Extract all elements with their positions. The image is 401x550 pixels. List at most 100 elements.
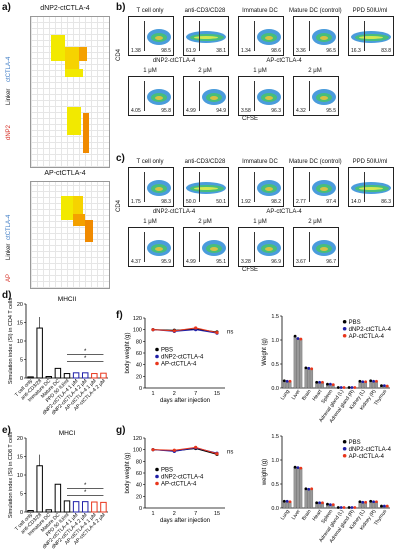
bar — [27, 510, 34, 513]
bar-marker — [288, 500, 292, 504]
legend-label: PBS — [161, 348, 173, 354]
y-axis-label: body weight (g) — [125, 332, 131, 373]
flow-density — [265, 247, 273, 251]
bar-marker — [293, 334, 297, 338]
bar-marker — [375, 379, 378, 383]
bar-marker — [342, 386, 346, 389]
flow-right-value: 38.1 — [216, 48, 226, 54]
flow-gate — [309, 81, 310, 111]
flow-right-value: 98.5 — [161, 48, 171, 54]
bar-marker — [299, 337, 303, 341]
bar-marker — [385, 384, 389, 388]
bar — [293, 467, 297, 509]
legend-marker — [342, 333, 347, 338]
y-tick-label: 100 — [133, 448, 142, 454]
bar — [91, 373, 98, 379]
legend-label: dNP2-ctCTLA-4 — [349, 447, 392, 453]
legend-marker — [342, 439, 347, 444]
bar-marker — [285, 379, 289, 383]
flow-gate — [309, 232, 310, 262]
x-tick-label: 1 — [151, 511, 154, 517]
flow-plot-title: Immature DC — [242, 8, 278, 14]
y-tick-label: 100 — [133, 328, 142, 334]
flow-gate — [199, 172, 200, 202]
flow-density — [359, 187, 383, 190]
flow-right-value: 98.3 — [161, 199, 171, 205]
y-axis-label: weight (g) — [262, 459, 268, 486]
significance-star: * — [84, 483, 87, 489]
flow-x-label: CFSE — [241, 116, 258, 122]
y-tick-label: 20 — [17, 436, 23, 442]
flow-plot-title: anti-CD3/CD28 — [184, 159, 226, 165]
flow-gate — [254, 81, 255, 111]
flow-density — [265, 187, 273, 191]
bar-marker — [326, 502, 329, 506]
flow-density — [194, 187, 218, 190]
legend-label: AP-ctCTLA-4 — [349, 454, 385, 460]
flow-right-value: 95.5 — [326, 108, 336, 114]
bar-marker — [336, 506, 340, 509]
bar-marker — [380, 504, 383, 508]
bar-marker — [358, 500, 362, 504]
flow-right-value: 96.5 — [326, 48, 336, 54]
flow-plot: 3.67 96.7 — [293, 227, 339, 267]
flow-right-value: 96.7 — [326, 259, 336, 265]
bar-marker — [296, 337, 300, 340]
flow-plot-title: 2 μM — [308, 219, 322, 225]
bar-marker — [364, 380, 368, 384]
flow-left-value: 3.36 — [296, 48, 306, 54]
flow-plot-title: PPD 50IU/ml — [352, 8, 388, 14]
flow-left-value: 2.77 — [296, 199, 306, 205]
x-tick-label: 15 — [214, 391, 220, 397]
flow-group-label-ap: AP-ctCTLA-4 — [266, 58, 302, 64]
legend-marker — [155, 467, 159, 472]
y-axis-label: Simulation index (SI) in CD4 T cells — [8, 298, 14, 385]
bar-marker — [307, 366, 311, 370]
y-tick-label: 0 — [20, 376, 23, 382]
flow-plot-title: Mature DC (control) — [289, 8, 342, 14]
flow-left-value: 4.32 — [296, 108, 306, 114]
flow-right-value: 86.3 — [381, 199, 391, 205]
bar-marker — [385, 504, 389, 508]
flow-left-value: 4.99 — [186, 259, 196, 265]
flow-left-value: 14.0 — [351, 199, 361, 205]
flow-plot-title: 1 μM — [253, 68, 267, 74]
flow-plot: 1.34 98.6 — [238, 16, 284, 56]
y-tick-label: 0 — [139, 506, 142, 512]
bar-marker — [304, 366, 308, 370]
y-tick-label: 80 — [136, 459, 142, 465]
bar — [310, 368, 314, 389]
flow-plot-title: PPD 50IU/ml — [352, 159, 388, 165]
flow-plot: 4.32 95.5 — [293, 76, 339, 116]
bar-marker — [288, 379, 292, 383]
flow-plot-title: 1 μM — [143, 219, 157, 225]
bar-marker — [310, 367, 314, 371]
y-tick-label: 1.0 — [271, 338, 279, 344]
bar-marker — [293, 465, 297, 469]
bar-marker — [350, 506, 354, 509]
flow-plot: 4.37 95.9 — [128, 227, 174, 267]
flow-density — [320, 36, 328, 40]
data-point — [151, 328, 155, 332]
legend-marker — [155, 481, 159, 486]
y-tick-label: 0.0 — [271, 386, 279, 392]
bar — [81, 372, 89, 379]
flow-gate — [144, 21, 145, 51]
flow-plot-title: Mature DC (control) — [289, 159, 342, 165]
bar-marker — [315, 380, 319, 384]
x-tick-label: Liver — [291, 388, 302, 401]
flow-density — [265, 36, 273, 40]
flow-right-value: 95.9 — [161, 259, 171, 265]
legend-label: PBS — [161, 468, 173, 474]
bar-marker — [318, 501, 321, 505]
y-tick-label: 60 — [136, 471, 142, 477]
bar-marker — [375, 500, 378, 504]
chart-title: MHCII — [58, 296, 77, 303]
bar-marker — [342, 506, 346, 509]
flow-density — [194, 36, 218, 39]
bar-marker — [339, 386, 343, 389]
panel-label-b: b) — [116, 2, 126, 13]
flow-left-value: 4.99 — [186, 108, 196, 114]
flow-plot: 2.77 97.4 — [293, 167, 339, 207]
